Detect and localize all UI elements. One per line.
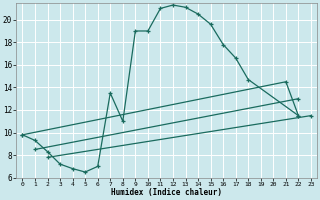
X-axis label: Humidex (Indice chaleur): Humidex (Indice chaleur) <box>111 188 222 197</box>
